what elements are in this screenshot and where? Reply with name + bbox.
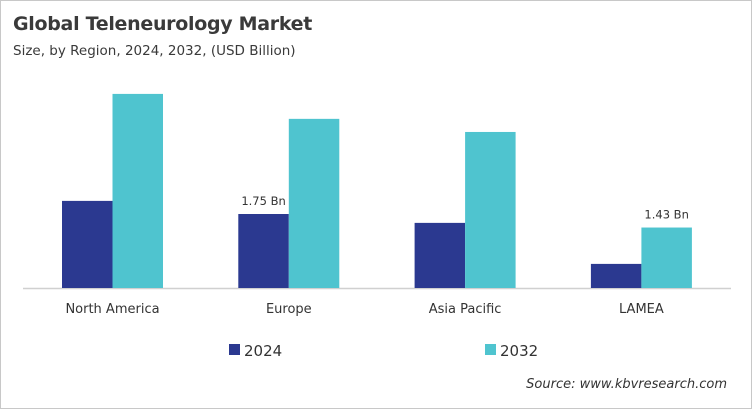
- bar-2032-europe: [288, 118, 340, 288]
- chart-title: Global Teleneurology Market: [13, 13, 313, 35]
- legend-label-2024: 2024: [244, 342, 282, 360]
- data-label: 1.75 Bn: [241, 194, 285, 208]
- source-note: Source: www.kbvresearch.com: [526, 377, 727, 392]
- legend-swatch-2024: [229, 344, 240, 355]
- x-tick-label: LAMEA: [619, 302, 664, 317]
- data-label: 1.43 Bn: [644, 208, 688, 222]
- x-tick-label: North America: [65, 302, 159, 317]
- bar-2032-north-america: [112, 93, 163, 288]
- bar-2032-lamea: [641, 227, 692, 288]
- bar-2024-north-america: [62, 200, 113, 288]
- x-tick-label: Europe: [266, 302, 312, 317]
- x-tick-label: Asia Pacific: [429, 302, 502, 317]
- bar-2024-europe: [238, 214, 289, 288]
- legend-label-2032: 2032: [500, 342, 538, 360]
- legend-swatch-2032: [485, 344, 496, 355]
- bar-2024-asia-pacific: [414, 222, 466, 288]
- bar-2032-asia-pacific: [465, 131, 516, 288]
- bar-2024-lamea: [590, 263, 642, 288]
- chart-subtitle: Size, by Region, 2024, 2032, (USD Billio…: [13, 43, 296, 59]
